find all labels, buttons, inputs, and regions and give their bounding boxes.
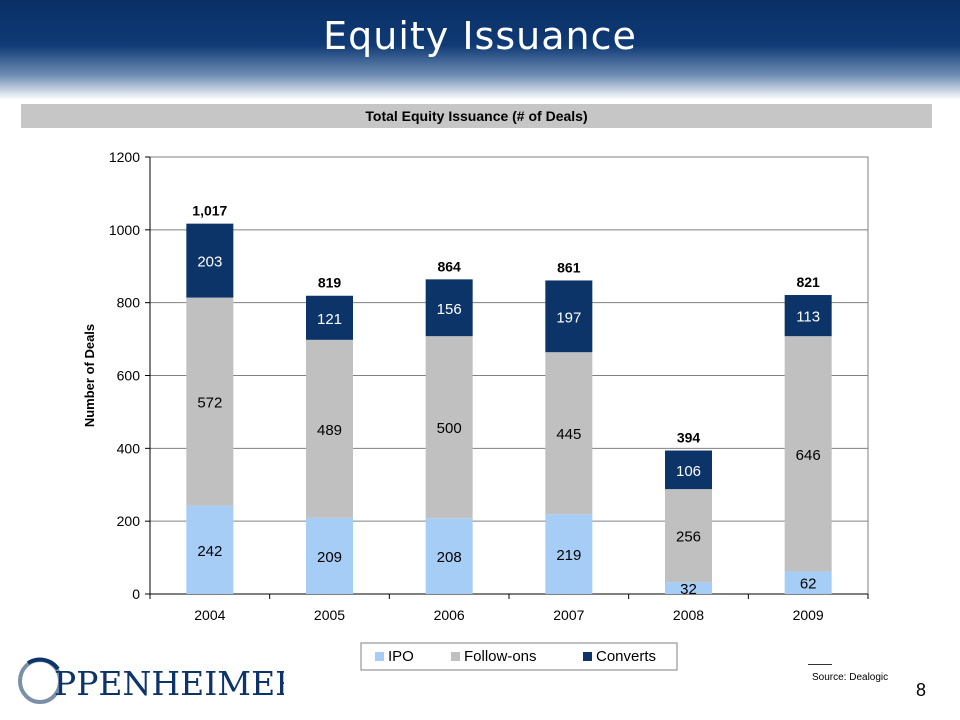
y-tick-label: 200 [117,513,141,529]
bar-follow-ons [425,336,473,519]
bar-ipo [784,571,832,594]
data-label: 106 [676,463,701,480]
source-rule [808,664,832,665]
bar-converts [306,295,353,340]
chart-title: Total Equity Issuance (# of Deals) [21,104,932,128]
data-label: 121 [317,311,342,328]
slide-title: Equity Issuance [323,14,637,58]
data-label: 32 [680,581,697,598]
legend-swatch [451,652,460,661]
header-band [0,0,960,100]
oppenheimer-logo: PPENHEIMER [18,657,284,704]
bar-follow-ons [545,352,593,515]
source-note: Source: Dealogic [812,672,889,683]
bar-follow-ons [665,489,712,583]
data-label: 242 [197,543,222,560]
legend-label: IPO [388,648,414,665]
bar-ipo [186,505,234,594]
x-tick-label: 2005 [314,607,345,623]
bar-ipo [665,582,712,594]
y-tick-label: 1200 [109,149,140,165]
total-label: 821 [796,274,820,290]
data-label: 219 [556,547,581,564]
data-label: 203 [197,254,222,271]
data-label: 113 [796,309,820,326]
data-label: 62 [800,576,817,593]
bar-follow-ons [186,297,234,506]
data-label: 197 [556,309,581,326]
x-tick-label: 2008 [673,607,704,623]
legend-label: Follow-ons [464,648,537,665]
total-label: 864 [437,258,461,274]
logo-text: PPENHEIMER [54,664,284,703]
y-tick-label: 800 [117,295,141,311]
data-label: 500 [437,420,462,437]
total-label: 1,017 [192,203,227,219]
logo-swoosh-icon [26,657,60,671]
x-tick-label: 2007 [553,607,584,623]
y-tick-label: 1000 [109,222,140,238]
legend-swatch [375,652,384,661]
data-label: 646 [796,447,821,464]
legend [360,642,678,671]
total-label: 819 [318,275,342,291]
bar-converts [186,223,234,298]
bar-follow-ons [784,336,832,572]
data-label: 445 [556,426,581,443]
y-tick-label: 0 [132,586,140,602]
y-axis-label: Number of Deals [82,324,97,427]
page-number: 8 [916,680,927,700]
data-label: 572 [197,395,222,412]
bar-converts [425,279,473,337]
data-label: 208 [437,549,462,566]
y-tick-label: 600 [117,368,141,384]
data-label: 209 [317,549,342,566]
bar-follow-ons [306,339,353,518]
bar-ipo [545,514,593,594]
data-label: 256 [676,529,701,546]
total-label: 861 [557,259,581,275]
legend-label: Converts [596,648,656,665]
data-label: 489 [317,422,342,439]
bar-converts [784,295,832,337]
bar-converts [545,280,593,353]
x-tick-label: 2004 [194,607,225,623]
total-label: 394 [677,430,701,446]
bar-converts [665,450,712,490]
y-tick-label: 400 [117,440,141,456]
bar-ipo [306,517,353,594]
x-tick-label: 2009 [793,607,824,623]
legend-swatch [583,652,592,661]
x-tick-label: 2006 [434,607,465,623]
data-label: 156 [437,301,462,318]
bar-ipo [425,518,473,594]
